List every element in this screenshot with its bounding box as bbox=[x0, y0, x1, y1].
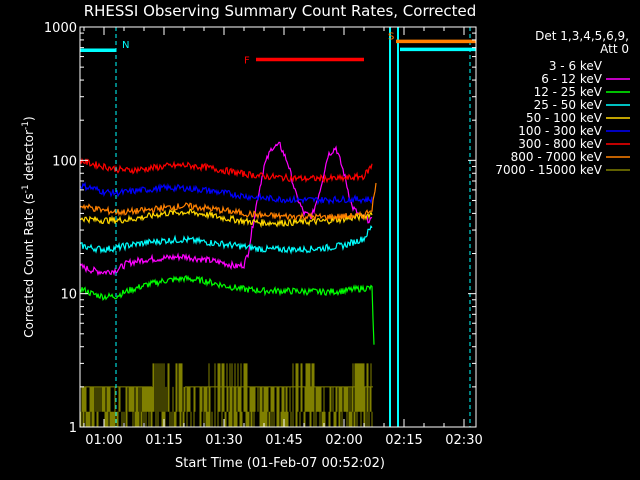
marker-label-1: F bbox=[244, 56, 250, 67]
legend-entry-label-7: 800 - 7000 keV bbox=[511, 150, 603, 164]
y-axis-label-main: Corrected Count Rate (s bbox=[22, 193, 36, 337]
y-tick-label-2: 100 bbox=[52, 154, 77, 169]
series-line-6 bbox=[80, 157, 373, 184]
y-axis-label: Corrected Count Rate (s-1 detector-1) bbox=[21, 116, 36, 337]
y-axis-label-sup2: -1 bbox=[21, 121, 31, 130]
y-axis-label-sup1: -1 bbox=[21, 184, 31, 193]
y-tick-label-0: 1 bbox=[69, 421, 77, 436]
legend-header-attenuator: Att 0 bbox=[600, 42, 629, 56]
y-tick-label-1: 10 bbox=[60, 288, 77, 303]
y-tick-label-3: 1000 bbox=[44, 21, 77, 36]
x-axis-label: Start Time (01-Feb-07 00:52:02) bbox=[175, 456, 385, 471]
legend-header-detectors: Det 1,3,4,5,6,9, bbox=[535, 29, 629, 43]
series-line-7 bbox=[80, 182, 377, 222]
series-line-8 bbox=[80, 363, 373, 427]
series-line-0 bbox=[80, 167, 373, 356]
legend-entry-label-5: 100 - 300 keV bbox=[518, 124, 602, 138]
legend-entry-label-4: 50 - 100 keV bbox=[526, 111, 603, 125]
x-tick-label-5: 02:15 bbox=[385, 433, 422, 448]
series-group bbox=[80, 141, 377, 427]
series-line-3 bbox=[80, 224, 373, 255]
chart-title: RHESSI Observing Summary Count Rates, Co… bbox=[84, 2, 477, 20]
plot-area: N F S bbox=[80, 27, 476, 427]
series-line-1 bbox=[80, 141, 373, 277]
series-line-5 bbox=[80, 181, 373, 206]
legend-entry-label-6: 300 - 800 keV bbox=[518, 137, 602, 151]
y-axis-label-mid: detector bbox=[22, 130, 36, 185]
x-tick-label-0: 01:00 bbox=[85, 433, 122, 448]
x-tick-label-2: 01:30 bbox=[205, 433, 242, 448]
x-tick-label-6: 02:30 bbox=[445, 433, 482, 448]
legend-entry-label-8: 7000 - 15000 keV bbox=[495, 163, 602, 177]
legend-entry-label-1: 6 - 12 keV bbox=[541, 72, 603, 86]
legend-entry-label-2: 12 - 25 keV bbox=[534, 85, 603, 99]
marker-label-0: N bbox=[122, 40, 129, 51]
axes: 1 10 100 1000 01:00 01:15 01:30 01:45 02:00 02:15… bbox=[44, 21, 483, 448]
legend-entry-label-0: 3 - 6 keV bbox=[549, 59, 603, 73]
x-tick-label-3: 01:45 bbox=[265, 433, 302, 448]
x-tick-label-1: 01:15 bbox=[145, 433, 182, 448]
marker-label-2: S bbox=[388, 31, 394, 42]
series-line-4 bbox=[80, 207, 373, 229]
x-tick-label-4: 02:00 bbox=[325, 433, 362, 448]
axes-frame bbox=[79, 26, 477, 428]
legend-entry-label-3: 25 - 50 keV bbox=[534, 98, 603, 112]
y-axis-label-end: ) bbox=[22, 116, 36, 121]
series-line-2 bbox=[80, 274, 375, 345]
